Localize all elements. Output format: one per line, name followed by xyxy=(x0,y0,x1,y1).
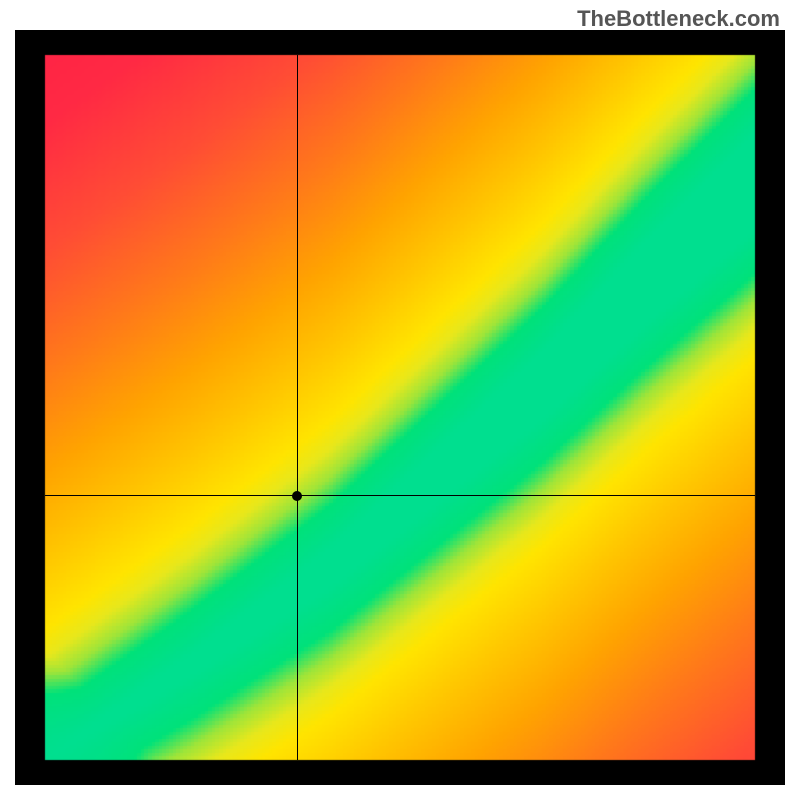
watermark: TheBottleneck.com xyxy=(577,6,780,32)
chart-frame xyxy=(15,30,785,785)
heatmap-canvas xyxy=(15,30,785,785)
